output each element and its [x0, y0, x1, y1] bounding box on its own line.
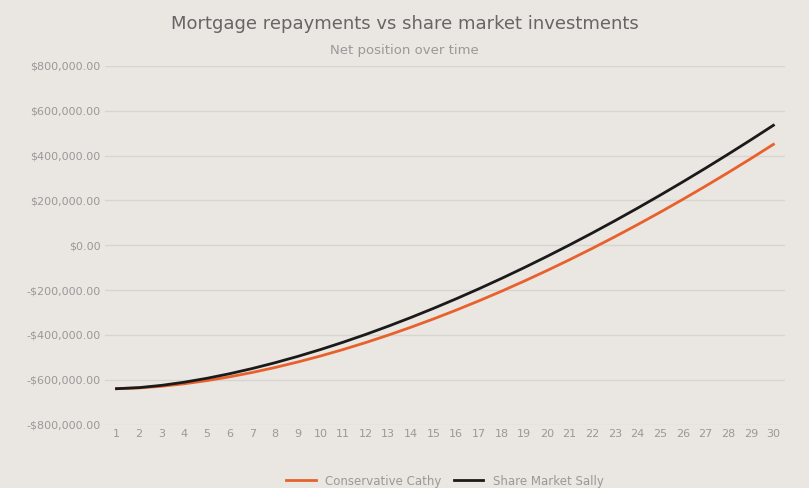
Conservative Cathy [383, 332, 393, 338]
Share Market Sally [474, 286, 484, 292]
Share Market Sally [338, 339, 348, 345]
Conservative Cathy [202, 378, 212, 384]
Share Market Sally [451, 296, 461, 302]
Share Market Sally [180, 379, 189, 385]
Conservative Cathy [429, 316, 438, 322]
Conservative Cathy [157, 383, 167, 389]
Conservative Cathy [134, 385, 144, 391]
Conservative Cathy [180, 381, 189, 386]
Conservative Cathy [338, 346, 348, 352]
Share Market Sally [519, 264, 529, 270]
Conservative Cathy [723, 170, 733, 176]
Conservative Cathy [565, 257, 574, 263]
Line: Share Market Sally: Share Market Sally [116, 125, 773, 388]
Share Market Sally [633, 205, 642, 211]
Conservative Cathy [270, 365, 280, 370]
Share Market Sally [316, 346, 325, 352]
Share Market Sally [746, 137, 756, 143]
Share Market Sally [157, 383, 167, 388]
Share Market Sally [112, 386, 121, 391]
Share Market Sally [542, 254, 552, 260]
Conservative Cathy [655, 209, 665, 215]
Share Market Sally [429, 305, 438, 311]
Conservative Cathy [316, 353, 325, 359]
Share Market Sally [678, 179, 688, 185]
Line: Conservative Cathy: Conservative Cathy [116, 144, 773, 388]
Conservative Cathy [474, 298, 484, 304]
Conservative Cathy [519, 278, 529, 284]
Share Market Sally [225, 371, 235, 377]
Conservative Cathy [610, 234, 620, 240]
Share Market Sally [723, 151, 733, 157]
Conservative Cathy [678, 197, 688, 203]
Share Market Sally [248, 366, 257, 371]
Share Market Sally [406, 315, 416, 321]
Share Market Sally [701, 165, 710, 171]
Share Market Sally [497, 275, 506, 281]
Conservative Cathy [497, 288, 506, 294]
Conservative Cathy [112, 386, 121, 391]
Conservative Cathy [633, 222, 642, 227]
Conservative Cathy [746, 156, 756, 162]
Conservative Cathy [451, 307, 461, 313]
Share Market Sally [769, 122, 778, 128]
Text: Net position over time: Net position over time [330, 44, 479, 57]
Share Market Sally [361, 331, 371, 337]
Conservative Cathy [542, 268, 552, 274]
Share Market Sally [610, 218, 620, 224]
Share Market Sally [293, 353, 303, 359]
Conservative Cathy [293, 359, 303, 365]
Conservative Cathy [225, 374, 235, 380]
Share Market Sally [655, 192, 665, 198]
Conservative Cathy [701, 183, 710, 189]
Legend: Conservative Cathy, Share Market Sally: Conservative Cathy, Share Market Sally [282, 470, 608, 488]
Share Market Sally [202, 375, 212, 381]
Share Market Sally [270, 360, 280, 366]
Conservative Cathy [361, 340, 371, 346]
Conservative Cathy [587, 245, 597, 251]
Share Market Sally [383, 323, 393, 329]
Conservative Cathy [406, 325, 416, 330]
Share Market Sally [134, 385, 144, 390]
Conservative Cathy [769, 142, 778, 147]
Share Market Sally [565, 242, 574, 248]
Share Market Sally [587, 230, 597, 236]
Text: Mortgage repayments vs share market investments: Mortgage repayments vs share market inve… [171, 15, 638, 33]
Conservative Cathy [248, 369, 257, 375]
